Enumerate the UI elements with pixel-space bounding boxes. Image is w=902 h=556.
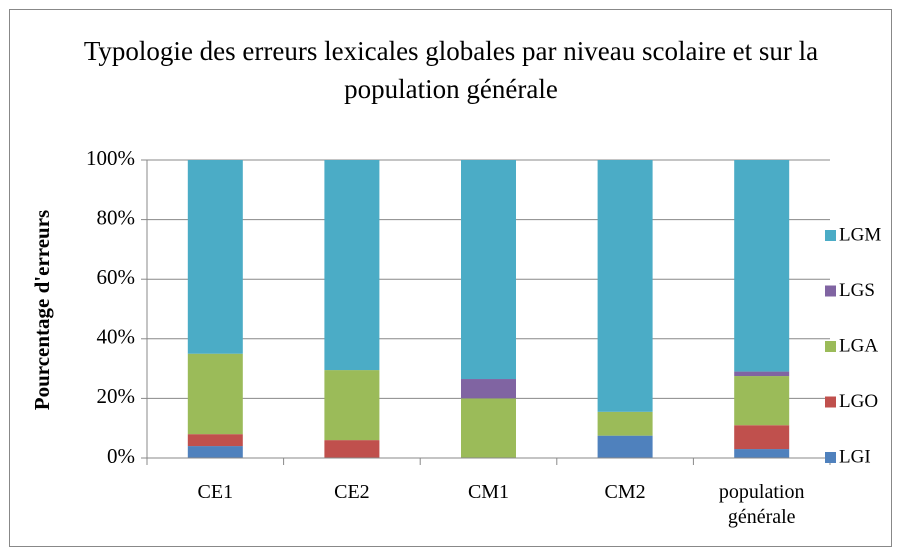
legend-label: LGO (839, 391, 878, 412)
y-tick-label: 100% (86, 146, 135, 170)
bar-segment (187, 446, 243, 458)
legend-swatch (825, 452, 836, 463)
x-tick-label: CE1 (197, 481, 234, 503)
x-tick-label: CM2 (604, 481, 646, 503)
x-tick-label: population générale (718, 481, 805, 528)
y-tick-label: 0% (107, 444, 135, 468)
bar-segment (324, 160, 380, 371)
legend-swatch (825, 285, 836, 297)
bar-segment (597, 435, 653, 458)
x-tick-label: CM1 (467, 481, 510, 503)
bar-segment (597, 411, 653, 436)
bar-segment (187, 160, 243, 354)
bar-segment (461, 398, 516, 458)
y-tick-label: 80% (97, 205, 136, 229)
bar-segment (461, 160, 516, 380)
legend-label: LGM (839, 224, 881, 245)
legend-swatch (825, 341, 836, 352)
chart-title: Typologie des erreurs lexicales globales… (83, 36, 819, 104)
y-tick-label: 40% (97, 325, 136, 349)
legend-label: LGI (839, 446, 871, 467)
bar-segment (597, 160, 653, 412)
bar-segment (734, 160, 790, 372)
legend-swatch (825, 230, 836, 241)
bar-segment (187, 434, 243, 447)
bar-segment (734, 449, 790, 458)
bar-segment (187, 353, 243, 435)
bar-segment (324, 440, 380, 458)
legend-label: LGA (839, 335, 878, 356)
bar-segment (734, 376, 790, 426)
legend-swatch (825, 396, 836, 408)
bar-segment (734, 425, 790, 450)
bar-segment (461, 379, 516, 399)
y-tick-label: 60% (97, 265, 136, 289)
y-axis-label: Pourcentage d'erreurs (30, 210, 54, 410)
bar-segment (734, 371, 790, 377)
legend-label: LGS (839, 280, 875, 301)
y-tick-label: 20% (97, 384, 136, 408)
bar-segment (324, 370, 380, 441)
x-tick-label: CE2 (334, 481, 370, 503)
